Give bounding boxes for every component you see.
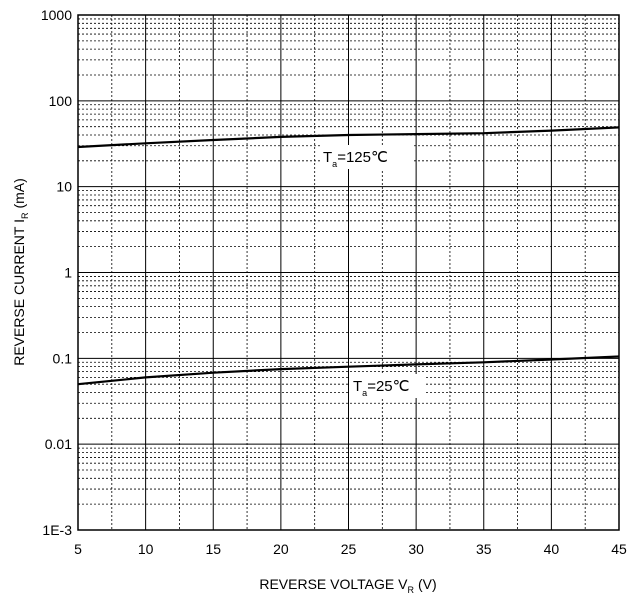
label-125-bg bbox=[320, 145, 412, 169]
curve-label-25-sub: a bbox=[362, 388, 367, 398]
curve-label-125-base: T bbox=[323, 149, 332, 166]
x-axis-title-sub: R bbox=[407, 585, 414, 595]
curve-label-25: Ta=25℃ bbox=[353, 378, 409, 398]
curve-label-25-base: T bbox=[353, 378, 362, 395]
x-tick-label: 10 bbox=[138, 541, 154, 557]
curve-label-25-rest: =25℃ bbox=[367, 378, 409, 395]
x-tick-label: 25 bbox=[341, 541, 357, 557]
y-tick-label: 0.01 bbox=[45, 436, 72, 452]
x-tick-labels: 5 10 15 20 25 30 35 40 45 bbox=[74, 541, 627, 557]
x-tick-label: 30 bbox=[408, 541, 424, 557]
x-tick-label: 40 bbox=[544, 541, 560, 557]
x-tick-label: 5 bbox=[74, 541, 82, 557]
y-axis-title-unit: (mA) bbox=[11, 178, 27, 208]
curve-label-125-rest: =125℃ bbox=[337, 149, 388, 166]
y-axis-title: REVERSE CURRENT IR (mA) bbox=[11, 178, 30, 366]
series-layer bbox=[77, 126, 620, 386]
y-tick-label: 0.1 bbox=[53, 350, 73, 366]
x-axis-title-unit: (V) bbox=[418, 576, 437, 592]
x-axis-title-main: REVERSE VOLTAGE V bbox=[259, 576, 408, 592]
y-tick-label: 1 bbox=[64, 265, 72, 281]
x-tick-label: 45 bbox=[611, 541, 627, 557]
y-axis-title-sub: R bbox=[20, 212, 30, 219]
y-tick-label: 1000 bbox=[41, 7, 72, 23]
series-line-25c bbox=[77, 355, 620, 386]
curve-label-125-sub: a bbox=[332, 159, 337, 169]
x-tick-label: 35 bbox=[476, 541, 492, 557]
series-line-125c bbox=[77, 126, 620, 149]
plot-frame bbox=[77, 14, 620, 531]
x-tick-label: 15 bbox=[205, 541, 221, 557]
label-25-bg bbox=[350, 374, 426, 398]
curve-label-125: Ta=125℃ bbox=[323, 149, 388, 169]
x-axis-title: REVERSE VOLTAGE VR (V) bbox=[259, 576, 436, 595]
y-tick-label: 10 bbox=[56, 179, 72, 195]
y-axis-title-main: REVERSE CURRENT I bbox=[11, 219, 27, 366]
x-tick-label: 20 bbox=[273, 541, 289, 557]
y-tick-label: 1E-3 bbox=[42, 522, 72, 538]
y-tick-labels: 1E-3 0.01 0.1 1 10 100 1000 bbox=[41, 7, 72, 538]
y-tick-label: 100 bbox=[49, 93, 73, 109]
